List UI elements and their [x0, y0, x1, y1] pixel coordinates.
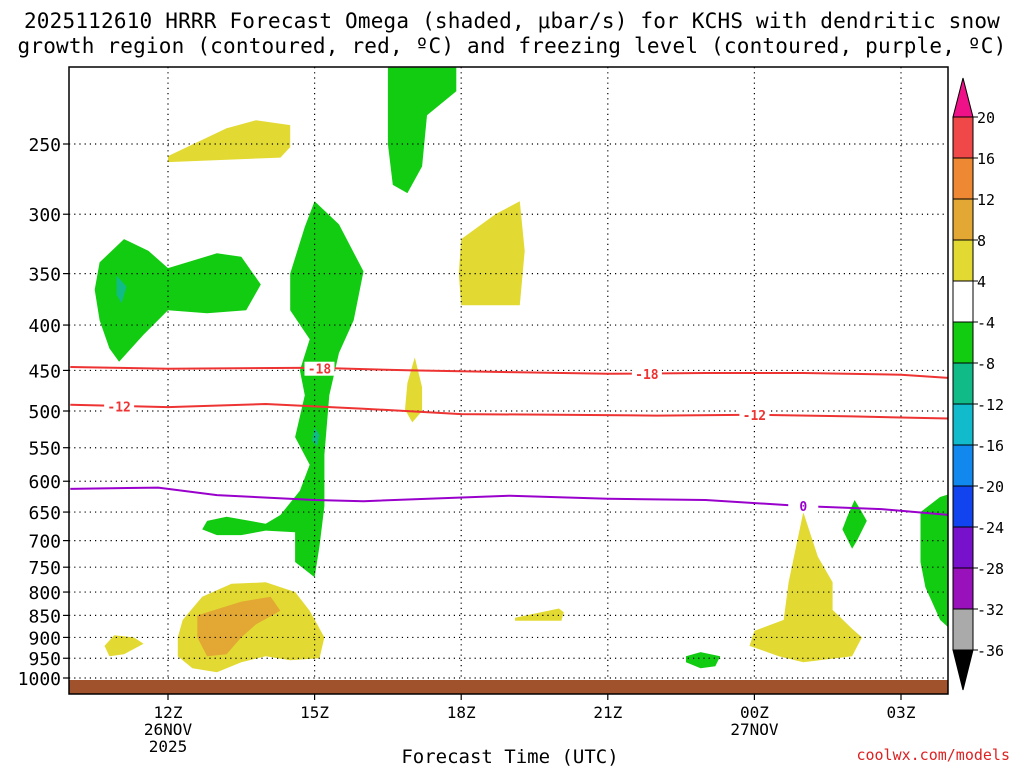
colorbar-label-8: -16	[977, 437, 1004, 455]
x-tick-label-21Z: 21Z	[593, 703, 622, 722]
y-tick-label-400: 400	[28, 316, 61, 337]
colorbar-swatch-2	[952, 198, 974, 241]
contour-label-0-0: -18	[308, 363, 332, 378]
omega-region-12	[104, 635, 144, 657]
y-tick-label-300: 300	[28, 205, 61, 226]
omega-region-14	[749, 512, 862, 663]
colorbar-swatch-9	[952, 485, 974, 528]
contour-label-bg-2-0	[788, 499, 819, 514]
colorbar-swatch-4	[952, 280, 974, 323]
y-tick-label-750: 750	[28, 558, 61, 579]
colorbar-swatch-0	[952, 116, 974, 159]
y-tick-label-700: 700	[28, 532, 61, 553]
contour-label-bg-0-1	[631, 366, 662, 381]
omega-region-3	[116, 275, 127, 304]
colorbar-label-3: 8	[977, 232, 986, 250]
contour-label-bg-1-0	[104, 399, 135, 414]
y-tick-label-900: 900	[28, 628, 61, 649]
y-tick-label-350: 350	[28, 265, 61, 286]
x-tick-label-15Z: 15Z	[300, 703, 329, 722]
colorbar-top-arrow	[952, 77, 974, 118]
omega-region-4	[458, 201, 525, 306]
contour-label-bg-1-1	[739, 407, 770, 422]
contour-label-1-0: -12	[107, 400, 130, 415]
x-date-label-00Z: 27NOV	[730, 720, 779, 739]
colorbar-swatch-12	[952, 608, 974, 651]
omega-region-5	[202, 201, 364, 578]
omega-region-1	[387, 67, 457, 194]
y-tick-label-950: 950	[28, 649, 61, 670]
colorbar-swatch-11	[952, 567, 974, 610]
plot-area: -18 -18 -12 -12 0	[69, 67, 948, 694]
y-tick-label-250: 250	[28, 135, 61, 156]
colorbar-swatch-7	[952, 403, 974, 446]
colorbar-swatch-3	[952, 239, 974, 282]
omega-region-9	[920, 494, 948, 628]
omega-region-11	[197, 596, 281, 657]
x-tick-label-18Z: 18Z	[447, 703, 476, 722]
colorbar-swatch-1	[952, 157, 974, 200]
y-tick-label-1000: 1000	[18, 669, 61, 690]
x-date-label-12Z: 26NOV	[144, 720, 193, 739]
omega-region-0	[168, 120, 291, 163]
y-tick-label-450: 450	[28, 361, 61, 382]
x-tick-label-12Z: 12Z	[154, 703, 183, 722]
y-tick-label-600: 600	[28, 472, 61, 493]
x-tick-label-03Z: 03Z	[887, 703, 916, 722]
omega-region-8	[842, 500, 867, 549]
contour-label-2-0: 0	[799, 500, 807, 515]
colorbar-swatch-6	[952, 362, 974, 405]
colorbar-bottom-arrow	[952, 649, 974, 691]
omega-region-2	[94, 239, 261, 362]
y-tick-label-650: 650	[28, 503, 61, 524]
colorbar-label-4: 4	[977, 273, 986, 291]
credit-link[interactable]: coolwx.com/models	[856, 746, 1010, 764]
y-tick-label-550: 550	[28, 439, 61, 460]
colorbar-label-10: -24	[977, 519, 1004, 537]
colorbar-label-11: -28	[977, 560, 1004, 578]
y-tick-label-800: 800	[28, 583, 61, 604]
y-tick-label-500: 500	[28, 402, 61, 423]
colorbar-label-5: -4	[977, 314, 995, 332]
colorbar-swatch-10	[952, 526, 974, 569]
colorbar-label-1: 16	[977, 150, 995, 168]
y-tick-label-850: 850	[28, 606, 61, 627]
contour-line-0-2	[70, 486, 948, 516]
chart-title-line-1: 2025112610 HRRR Forecast Omega (shaded, …	[23, 9, 1001, 33]
colorbar-label-7: -12	[977, 396, 1004, 414]
ground-strip	[69, 680, 948, 694]
colorbar-label-9: -20	[977, 478, 1004, 496]
plot-frame	[68, 66, 949, 695]
colorbar-label-0: 20	[977, 109, 995, 127]
colorbar-label-6: -8	[977, 355, 995, 373]
contour-label-1-1: -12	[743, 409, 766, 424]
omega-region-7	[405, 357, 423, 423]
colorbar-label-12: -32	[977, 601, 1004, 619]
chart-title-line-2: growth region (contoured, red, ºC) and f…	[17, 34, 1007, 58]
x-tick-label-00Z: 00Z	[740, 703, 769, 722]
omega-region-13	[515, 608, 564, 621]
omega-region-15	[686, 652, 721, 669]
colorbar-label-13: -36	[977, 642, 1004, 660]
colorbar-swatch-5	[952, 321, 974, 364]
x-year-label-12Z: 2025	[149, 737, 188, 756]
x-axis-title: Forecast Time (UTC)	[401, 746, 618, 768]
colorbar-swatch-8	[952, 444, 974, 487]
contour-line--18-0	[70, 366, 948, 379]
colorbar-label-2: 12	[977, 191, 995, 209]
contour-label-0-1: -18	[635, 368, 659, 383]
contour-line--12-1	[70, 402, 948, 420]
contour-label-bg-0-0	[304, 361, 335, 376]
